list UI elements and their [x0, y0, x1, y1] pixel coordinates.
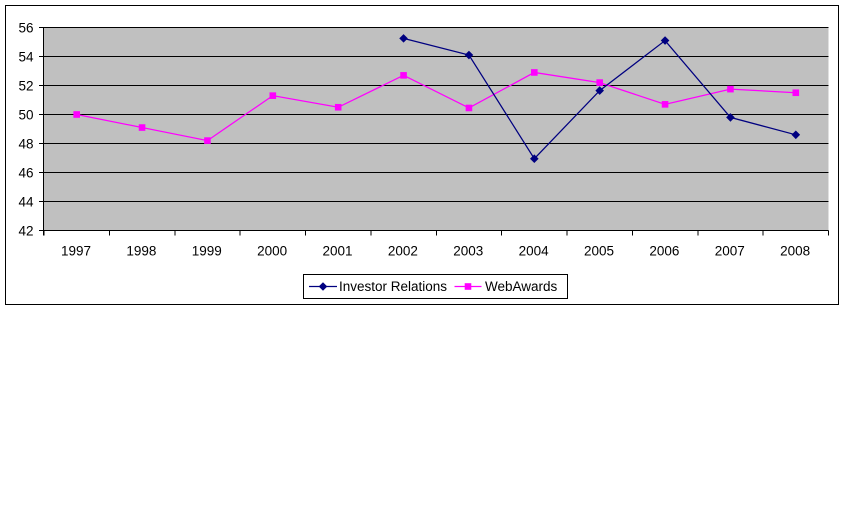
svg-text:42: 42 [18, 223, 33, 238]
svg-text:54: 54 [18, 49, 34, 64]
svg-text:2006: 2006 [649, 244, 679, 259]
svg-text:1999: 1999 [192, 244, 222, 259]
svg-text:2002: 2002 [388, 244, 418, 259]
svg-text:Investor Relations: Investor Relations [339, 279, 447, 294]
svg-text:52: 52 [18, 78, 33, 93]
svg-text:2003: 2003 [453, 244, 483, 259]
svg-text:2004: 2004 [519, 244, 550, 259]
svg-text:2008: 2008 [780, 244, 810, 259]
svg-text:2000: 2000 [257, 244, 287, 259]
svg-text:46: 46 [18, 165, 33, 180]
svg-text:48: 48 [18, 136, 33, 151]
svg-text:2007: 2007 [715, 244, 745, 259]
svg-text:56: 56 [18, 20, 33, 35]
svg-text:1998: 1998 [126, 244, 156, 259]
svg-text:2005: 2005 [584, 244, 614, 259]
svg-text:44: 44 [18, 194, 34, 209]
svg-text:2001: 2001 [322, 244, 352, 259]
svg-text:WebAwards: WebAwards [485, 279, 558, 294]
svg-text:1997: 1997 [61, 244, 91, 259]
svg-text:50: 50 [18, 107, 33, 122]
